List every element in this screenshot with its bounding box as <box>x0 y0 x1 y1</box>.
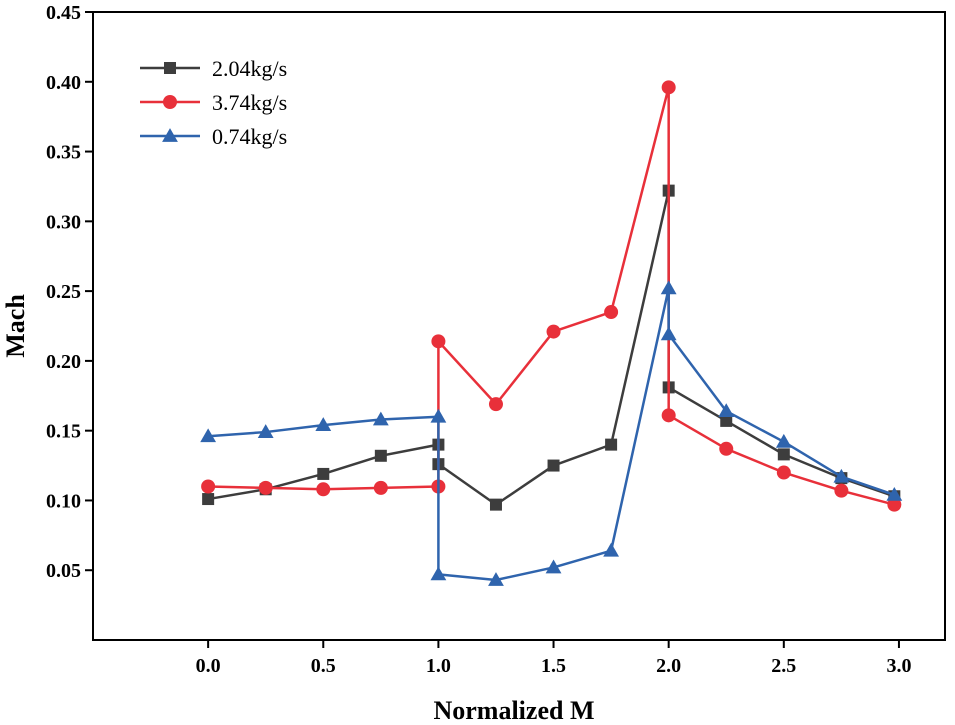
legend-item: 3.74kg/s <box>140 90 287 115</box>
x-tick-label: 3.0 <box>886 655 911 677</box>
y-tick-label: 0.05 <box>46 560 81 582</box>
data-point <box>547 459 560 472</box>
data-point <box>202 493 215 506</box>
x-tick-label: 2.0 <box>656 655 681 677</box>
data-point <box>316 482 331 497</box>
legend-marker <box>162 128 178 142</box>
y-tick-label: 0.45 <box>46 2 81 24</box>
data-point <box>833 468 850 483</box>
legend-marker <box>164 62 176 74</box>
series-square <box>202 184 901 511</box>
data-point <box>488 572 504 586</box>
legend-item: 2.04kg/s <box>140 56 287 81</box>
x-tick-label: 1.0 <box>426 655 451 677</box>
y-axis-title: Mach <box>1 294 30 358</box>
data-point <box>660 280 677 295</box>
legend-label: 2.04kg/s <box>212 56 287 81</box>
data-point <box>545 559 562 574</box>
data-point <box>430 408 447 423</box>
data-point <box>720 414 733 427</box>
data-point <box>258 480 273 495</box>
x-axis: 0.0 0.5 1.0 1.5 2.0 2.5 3.0 <box>196 640 911 677</box>
data-point <box>257 424 274 438</box>
series-layer <box>200 80 903 586</box>
data-point <box>372 411 389 426</box>
data-point <box>317 467 330 480</box>
data-point <box>374 449 387 462</box>
legend: 2.04kg/s 3.74kg/s 0.74kg/s <box>140 56 287 149</box>
y-axis: 0.05 0.10 0.15 0.20 0.25 0.30 0.35 0.40 0.45 <box>46 2 93 582</box>
data-point <box>887 497 902 512</box>
data-point <box>373 480 388 495</box>
data-point <box>719 441 734 456</box>
data-point <box>777 448 790 461</box>
y-tick-label: 0.20 <box>46 351 81 373</box>
data-point <box>430 566 447 581</box>
y-tick-label: 0.15 <box>46 421 81 443</box>
plot-frame <box>92 11 946 641</box>
y-tick-label: 0.10 <box>46 490 81 512</box>
data-point <box>201 479 216 494</box>
x-tick-label: 0.5 <box>311 655 336 677</box>
data-point <box>200 428 217 443</box>
data-point <box>431 334 446 349</box>
data-point <box>660 326 677 341</box>
data-point <box>603 542 620 557</box>
y-tick-label: 0.25 <box>46 281 81 303</box>
data-point <box>605 438 618 451</box>
data-point <box>776 465 791 480</box>
x-axis-title: Normalized M <box>433 696 594 725</box>
legend-label: 0.74kg/s <box>212 124 287 149</box>
y-tick-label: 0.35 <box>46 142 81 164</box>
legend-item: 0.74kg/s <box>140 124 287 149</box>
series-circle <box>201 80 902 512</box>
y-tick-label: 0.40 <box>46 72 81 94</box>
legend-marker <box>163 95 177 109</box>
data-point <box>718 403 735 418</box>
data-point <box>661 408 676 423</box>
y-tick-label: 0.30 <box>46 211 81 233</box>
x-tick-label: 2.5 <box>771 655 796 677</box>
series-line <box>208 86 895 506</box>
series-line <box>207 189 895 506</box>
data-point <box>315 417 332 431</box>
data-point <box>775 433 792 448</box>
data-point <box>834 483 849 498</box>
legend-label: 3.74kg/s <box>212 90 287 115</box>
data-point <box>604 305 619 320</box>
data-point <box>488 397 503 412</box>
data-point <box>546 324 561 339</box>
x-tick-label: 0.0 <box>196 655 221 677</box>
series-triangle <box>200 280 903 586</box>
data-point <box>886 486 903 501</box>
data-point <box>489 498 502 511</box>
data-point <box>661 80 676 95</box>
x-tick-label: 1.5 <box>541 655 566 677</box>
